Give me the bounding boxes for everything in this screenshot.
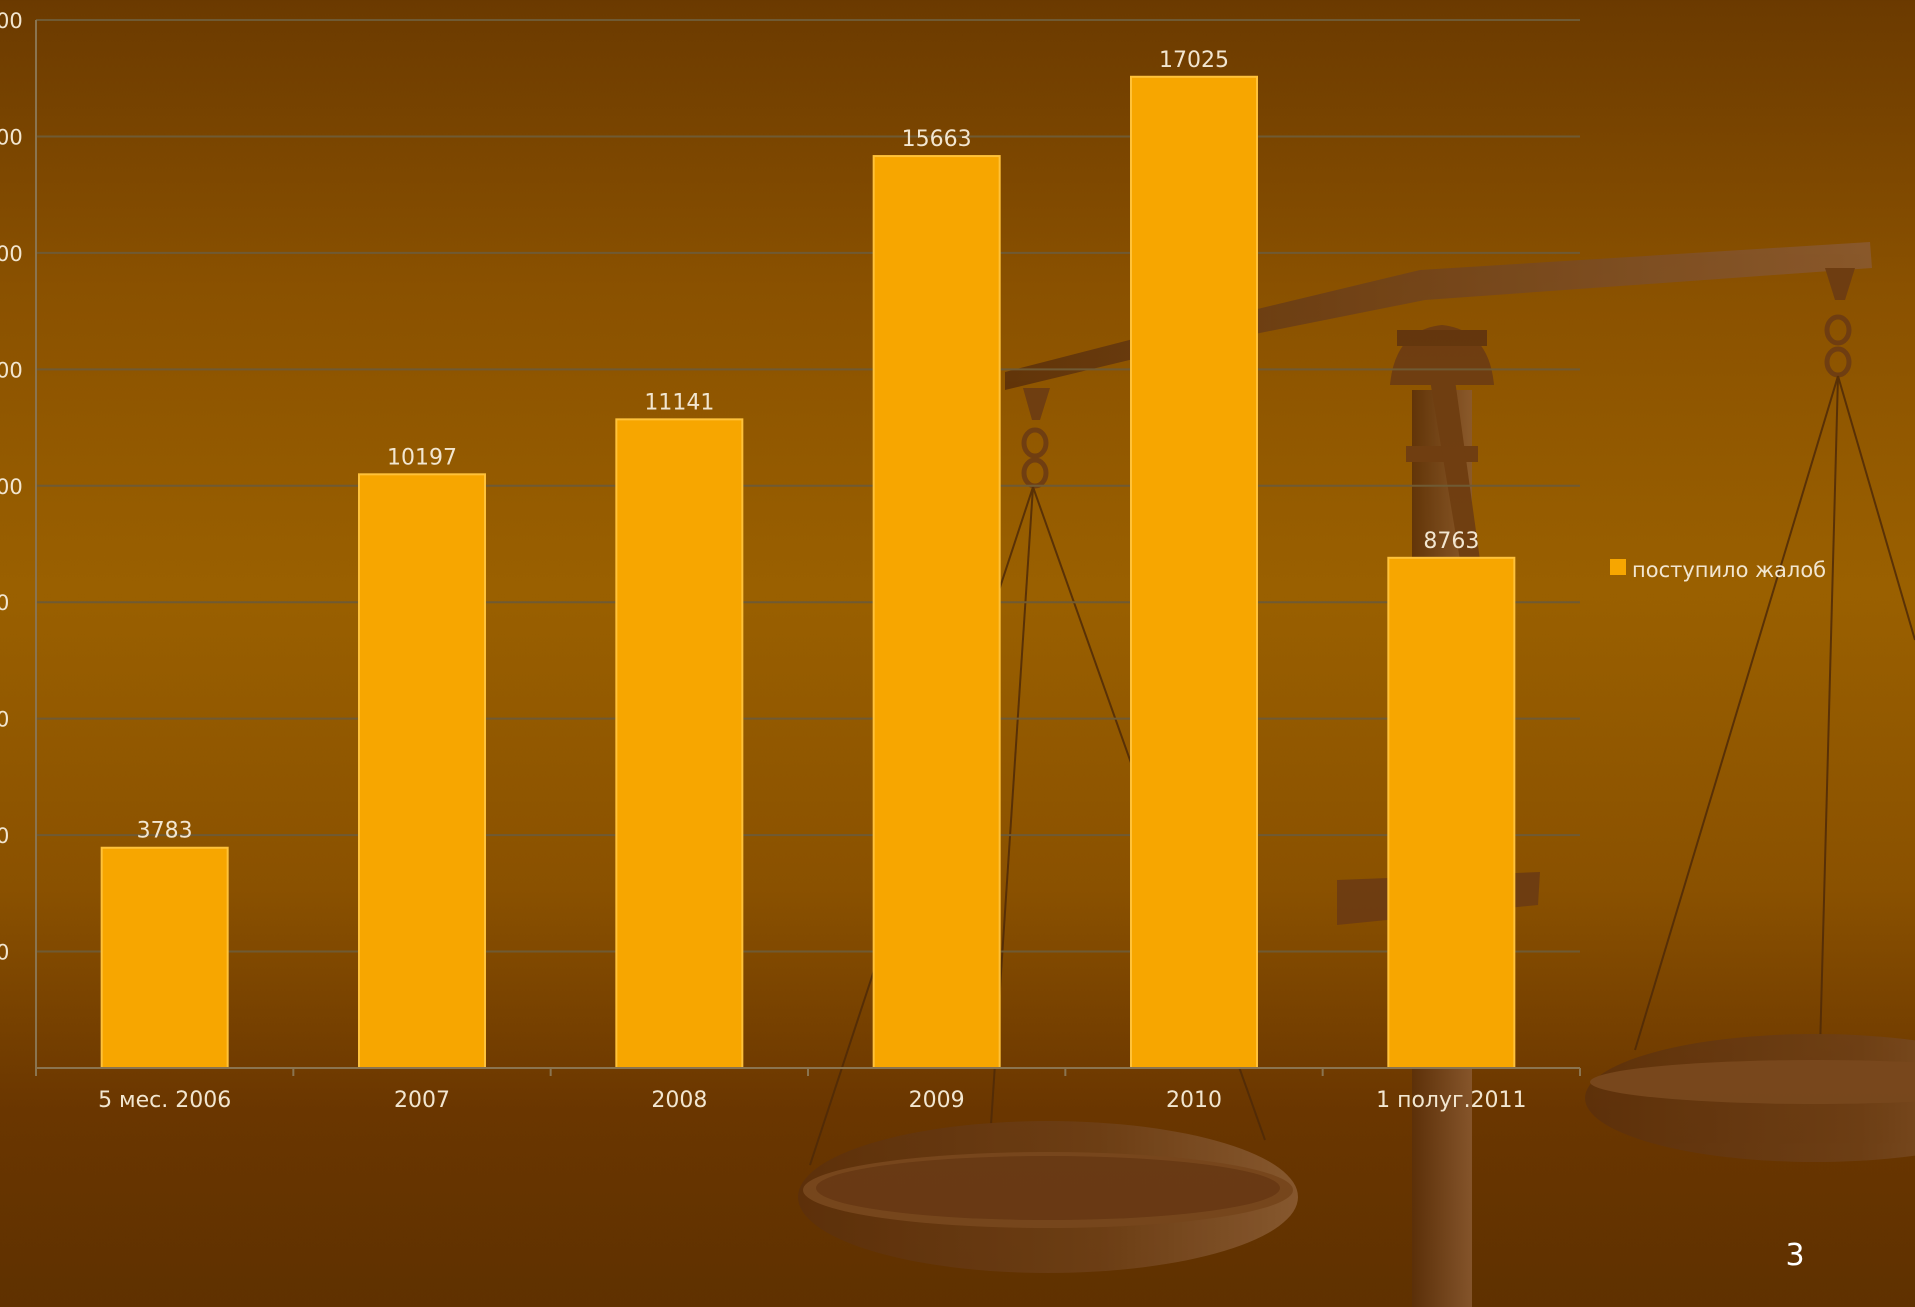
x-tick-label: 2009 [909, 1088, 965, 1113]
x-tick-label: 2010 [1166, 1088, 1222, 1113]
chart-gridlines [36, 19, 1580, 953]
x-axis-labels: 5 мес. 2006 2007 2008 2009 2010 1 полуг.2011 [98, 1088, 1527, 1113]
bar [358, 473, 486, 1070]
data-label: 3783 [137, 819, 193, 844]
bar [1130, 75, 1258, 1070]
x-tick-label: 5 мес. 2006 [98, 1088, 231, 1113]
y-tick-label: 00 [0, 9, 23, 33]
bar-series [100, 75, 1516, 1070]
bar [100, 846, 229, 1070]
legend-swatch [1610, 559, 1626, 575]
x-tick-label: 2008 [651, 1088, 707, 1113]
x-axis [35, 1067, 1581, 1076]
data-label: 17025 [1159, 48, 1229, 73]
y-tick-label: 0 [0, 824, 9, 848]
bar [615, 418, 744, 1069]
y-tick-label: 0 [0, 941, 9, 965]
y-tick-label: 0 [0, 591, 9, 615]
data-label: 10197 [387, 445, 457, 470]
legend-label: поступило жалоб [1632, 558, 1826, 582]
y-tick-label: 00 [0, 475, 23, 499]
bar [872, 155, 1001, 1070]
data-labels: 3783 10197 11141 15663 17025 8763 [137, 48, 1480, 844]
legend: поступило жалоб [1610, 558, 1826, 582]
data-label: 8763 [1423, 529, 1479, 554]
y-tick-label: 00 [0, 358, 23, 382]
page-number: 3 [1785, 1238, 1804, 1273]
x-tick-label: 2007 [394, 1088, 450, 1113]
y-tick-label: 00 [0, 125, 23, 149]
y-tick-label: 0 [0, 708, 9, 732]
bar [1387, 556, 1516, 1069]
data-label: 15663 [902, 127, 972, 152]
x-tick-label: 1 полуг.2011 [1376, 1088, 1526, 1113]
y-tick-label: 00 [0, 242, 23, 266]
data-label: 11141 [644, 390, 714, 415]
